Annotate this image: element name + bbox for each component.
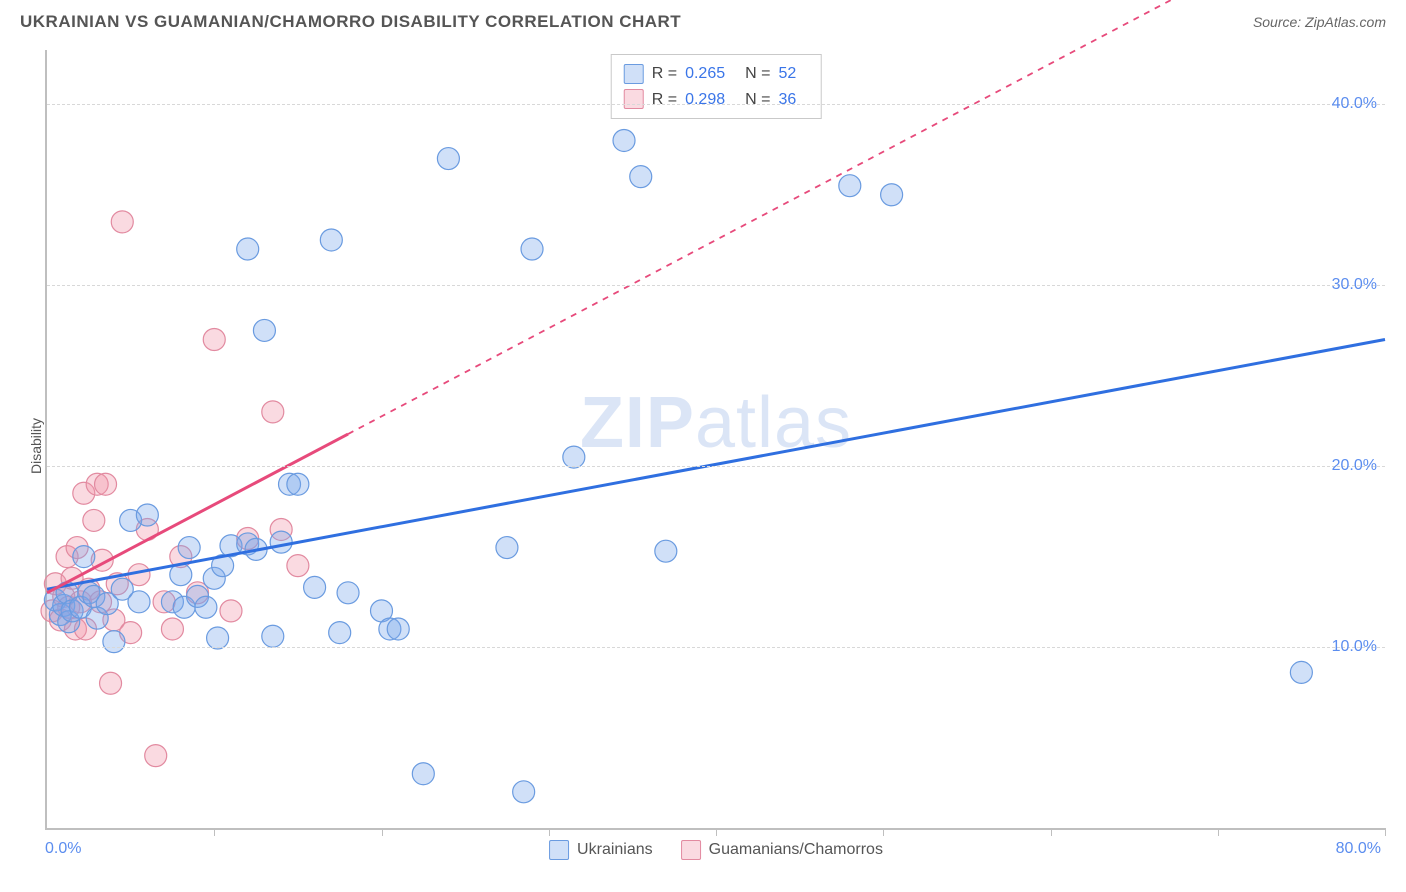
x-tick <box>382 828 383 836</box>
data-point <box>304 576 326 598</box>
x-tick <box>716 828 717 836</box>
stats-row-series2: R = 0.298 N = 36 <box>624 87 809 113</box>
data-point <box>613 129 635 151</box>
gridline <box>47 104 1385 105</box>
y-tick-label: 30.0% <box>1332 276 1377 294</box>
data-point <box>161 618 183 640</box>
swatch-series1 <box>624 64 644 84</box>
data-point <box>178 537 200 559</box>
y-tick-label: 40.0% <box>1332 95 1377 113</box>
data-point <box>329 622 351 644</box>
data-point <box>136 504 158 526</box>
data-point <box>521 238 543 260</box>
data-point <box>253 319 275 341</box>
x-tick <box>1218 828 1219 836</box>
data-point <box>95 473 117 495</box>
legend-item-series2: Guamanians/Chamorros <box>681 840 883 860</box>
n-value-series2: 36 <box>778 87 796 113</box>
data-point <box>387 618 409 640</box>
data-point <box>195 596 217 618</box>
data-point <box>655 540 677 562</box>
n-label: N = <box>745 61 770 87</box>
data-point <box>262 401 284 423</box>
data-point <box>73 546 95 568</box>
data-point <box>513 781 535 803</box>
data-point <box>287 473 309 495</box>
legend-label-series1: Ukrainians <box>577 841 653 859</box>
data-point <box>337 582 359 604</box>
gridline <box>47 647 1385 648</box>
y-axis-label: Disability <box>28 418 44 474</box>
data-point <box>563 446 585 468</box>
legend-item-series1: Ukrainians <box>549 840 653 860</box>
chart-plot-area: ZIPatlas R = 0.265 N = 52 R = 0.298 N = … <box>45 50 1385 830</box>
x-tick <box>1385 828 1386 836</box>
x-tick <box>883 828 884 836</box>
x-tick <box>549 828 550 836</box>
data-point <box>1290 661 1312 683</box>
swatch-series2 <box>624 89 644 109</box>
data-point <box>262 625 284 647</box>
data-point <box>207 627 229 649</box>
data-point <box>881 184 903 206</box>
legend-swatch-series1 <box>549 840 569 860</box>
scatter-plot-svg <box>47 50 1385 828</box>
y-tick-label: 20.0% <box>1332 457 1377 475</box>
stats-legend-box: R = 0.265 N = 52 R = 0.298 N = 36 <box>611 54 822 119</box>
bottom-legend: Ukrainians Guamanians/Chamorros <box>549 840 883 860</box>
r-value-series2: 0.298 <box>685 87 725 113</box>
source-prefix: Source: <box>1253 14 1305 30</box>
data-point <box>237 238 259 260</box>
data-point <box>83 509 105 531</box>
data-point <box>630 166 652 188</box>
data-point <box>111 211 133 233</box>
n-value-series1: 52 <box>778 61 796 87</box>
data-point <box>412 763 434 785</box>
data-point <box>145 745 167 767</box>
source-name: ZipAtlas.com <box>1305 14 1386 30</box>
data-point <box>287 555 309 577</box>
y-tick-label: 10.0% <box>1332 638 1377 656</box>
gridline <box>47 466 1385 467</box>
x-tick <box>1051 828 1052 836</box>
data-point <box>270 531 292 553</box>
data-point <box>128 591 150 613</box>
data-point <box>320 229 342 251</box>
x-tick <box>214 828 215 836</box>
stats-row-series1: R = 0.265 N = 52 <box>624 61 809 87</box>
n-label-2: N = <box>745 87 770 113</box>
r-label-2: R = <box>652 87 677 113</box>
legend-label-series2: Guamanians/Chamorros <box>709 841 883 859</box>
data-point <box>220 600 242 622</box>
data-point <box>437 148 459 170</box>
r-value-series1: 0.265 <box>685 61 725 87</box>
source-attribution: Source: ZipAtlas.com <box>1253 14 1386 30</box>
data-point <box>103 631 125 653</box>
chart-title: UKRAINIAN VS GUAMANIAN/CHAMORRO DISABILI… <box>20 12 681 32</box>
legend-swatch-series2 <box>681 840 701 860</box>
data-point <box>100 672 122 694</box>
chart-header: UKRAINIAN VS GUAMANIAN/CHAMORRO DISABILI… <box>0 0 1406 40</box>
data-point <box>496 537 518 559</box>
data-point <box>203 328 225 350</box>
r-label: R = <box>652 61 677 87</box>
x-axis-max-label: 80.0% <box>1336 840 1381 858</box>
trend-line <box>47 339 1385 589</box>
x-axis-min-label: 0.0% <box>45 840 81 858</box>
data-point <box>839 175 861 197</box>
gridline <box>47 285 1385 286</box>
